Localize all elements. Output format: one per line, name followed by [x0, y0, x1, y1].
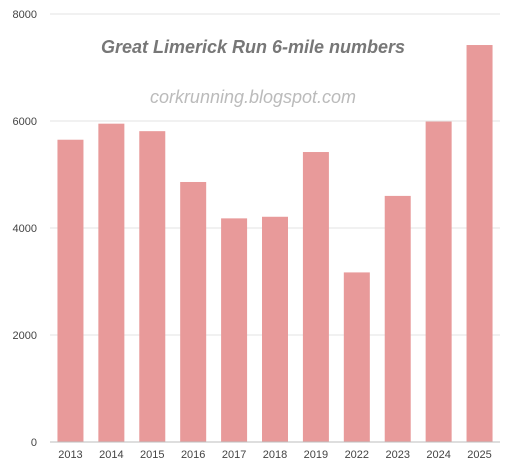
- bar-2014: [98, 123, 125, 443]
- x-tick-label: 2023: [385, 449, 409, 461]
- x-tick-label: 2025: [467, 449, 491, 461]
- x-tick-label: 2013: [58, 449, 82, 461]
- y-tick-label: 4000: [13, 223, 37, 235]
- bar-2018: [262, 216, 288, 442]
- x-tick-label: 2017: [222, 449, 246, 461]
- bar-2022: [343, 272, 370, 442]
- x-tick-label: 2024: [426, 449, 450, 461]
- chart-title: Great Limerick Run 6-mile numbers: [101, 37, 405, 57]
- y-tick-label: 2000: [13, 330, 37, 342]
- chart-subtitle: corkrunning.blogspot.com: [150, 87, 356, 107]
- x-tick-labels: 2013 2014 2015 2016 2017 2018 2019 2022 2023 2024…: [58, 449, 492, 461]
- x-tick-label: 2015: [140, 449, 164, 461]
- y-tick-label: 8000: [13, 9, 37, 21]
- bar-2016: [180, 181, 207, 443]
- bar-2013: [57, 139, 84, 442]
- x-tick-label: 2019: [304, 449, 328, 461]
- bar-2025: [466, 45, 493, 442]
- bars: [57, 45, 493, 443]
- y-tick-label: 6000: [13, 116, 37, 128]
- x-tick-label: 2022: [345, 449, 369, 461]
- y-tick-labels: 0 2000 4000 6000 8000: [13, 9, 37, 449]
- bar-2024: [425, 121, 452, 442]
- bar-2015: [139, 131, 166, 443]
- bar-2019: [302, 152, 329, 442]
- x-tick-label: 2018: [263, 449, 287, 461]
- y-tick-label: 0: [31, 437, 37, 449]
- bar-2017: [221, 218, 248, 442]
- bar-2023: [384, 195, 411, 442]
- x-tick-label: 2016: [181, 449, 205, 461]
- x-tick-label: 2014: [99, 449, 123, 461]
